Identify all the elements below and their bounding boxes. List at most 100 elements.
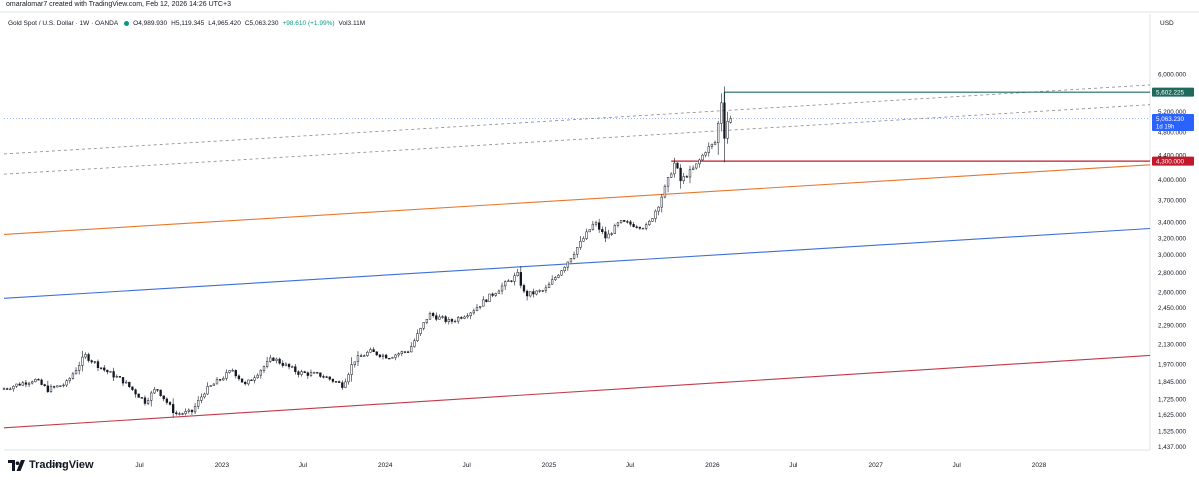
candle-body (206, 386, 209, 395)
candle-body (532, 291, 535, 295)
time-tick-label: 2023 (215, 462, 230, 469)
candle-body (275, 358, 278, 361)
candle-body (482, 299, 485, 307)
candle-body (660, 196, 663, 208)
candle-body (666, 177, 670, 187)
candle-body (5, 388, 9, 390)
candle-body (212, 383, 216, 386)
candle-body (300, 371, 303, 375)
candle-body (551, 279, 554, 285)
candle-body (143, 397, 147, 404)
price-tick-label: 3,400.000 (1158, 220, 1187, 227)
candle-body (222, 378, 225, 381)
price-tick-label: 3,200.000 (1158, 235, 1187, 242)
resistance-level-label: 5,602.225 (1156, 89, 1185, 96)
candle-body (190, 409, 194, 413)
candle-body (338, 381, 341, 383)
candle-body (106, 369, 109, 373)
candle-body (303, 371, 306, 373)
candle-body (513, 275, 516, 282)
candle-body (388, 357, 391, 360)
candle-body (366, 351, 369, 356)
candle-body (450, 319, 454, 322)
price-tick-label: 4,400.000 (1158, 152, 1187, 159)
candle-body (500, 285, 504, 292)
candle-body (184, 411, 187, 414)
candle-body (225, 372, 228, 379)
candle-body (187, 409, 190, 412)
candle-body (441, 316, 444, 318)
tradingview-brand-name: TradingView (29, 459, 94, 471)
candle-body (244, 381, 247, 385)
candle-body (43, 384, 46, 386)
candle-body (554, 277, 557, 280)
candle-body (56, 385, 59, 388)
candle-body (410, 346, 413, 353)
candle-body (121, 377, 125, 384)
candle-body (469, 312, 472, 317)
currency-label: USD (1160, 20, 1174, 27)
candle-body (9, 388, 12, 390)
candle-body (363, 355, 366, 357)
blue-trendline (3, 227, 1151, 299)
time-tick-label: 2024 (378, 462, 393, 469)
candle-body (240, 378, 244, 383)
candle-body (15, 383, 18, 387)
candle-body (331, 378, 335, 382)
candle-body (78, 365, 81, 371)
candle-body (569, 258, 573, 263)
price-tick-label: 4,800.000 (1158, 130, 1187, 137)
candle-body (378, 354, 382, 357)
candle-body (287, 363, 291, 368)
candle-body (234, 370, 237, 377)
time-tick-label: Jul (953, 462, 962, 469)
candle-body (601, 229, 604, 232)
orange-trendline (3, 164, 1151, 236)
ohlc-low: L4,965.420 (208, 20, 241, 27)
candle-body (641, 228, 645, 230)
candle-body (651, 218, 654, 222)
candle-body (632, 224, 635, 228)
candle-body (654, 210, 657, 219)
candle-body (68, 378, 71, 381)
candle-body (250, 379, 253, 382)
candle-body (394, 354, 397, 358)
candle-body (284, 363, 288, 366)
candle-body (65, 380, 68, 386)
price-tick-label: 6,000.000 (1158, 72, 1187, 79)
candle-body (200, 396, 203, 401)
candle-body (209, 385, 212, 387)
candle-body (37, 379, 40, 381)
candle-body (572, 253, 576, 259)
candle-body (52, 386, 56, 388)
market-status-icon (124, 20, 130, 26)
volume-value: Vol3.11M (338, 20, 366, 27)
candle-body (49, 386, 53, 392)
candle-body (463, 316, 466, 319)
candles (2, 86, 732, 418)
candle-body (81, 356, 84, 366)
price-tick-label: 3,700.000 (1158, 197, 1187, 204)
candle-body (560, 270, 563, 276)
candle-body (278, 358, 281, 364)
candle-body (59, 385, 62, 387)
time-tick-label: Jul (299, 462, 308, 469)
candle-body (507, 280, 510, 282)
candle-body (466, 315, 469, 318)
time-tick-label: Jul (135, 462, 144, 469)
symbol-name[interactable]: Gold Spot / U.S. Dollar · 1W · OANDA (8, 20, 119, 27)
candle-body (397, 353, 400, 356)
time-tick-label: 2022 (51, 462, 66, 469)
time-tick-label: 2027 (868, 462, 883, 469)
candle-body (341, 382, 344, 388)
dashed-middle-channel (3, 104, 1151, 175)
candle-body (425, 319, 429, 323)
candle-body (510, 280, 513, 282)
candle-body (563, 266, 566, 271)
candle-body (610, 233, 613, 235)
candle-body (657, 206, 660, 212)
symbol-legend: Gold Spot / U.S. Dollar · 1W · OANDA O4,9… (8, 20, 369, 27)
candle-body (698, 159, 701, 165)
price-tick-label: 2,600.000 (1158, 289, 1187, 296)
